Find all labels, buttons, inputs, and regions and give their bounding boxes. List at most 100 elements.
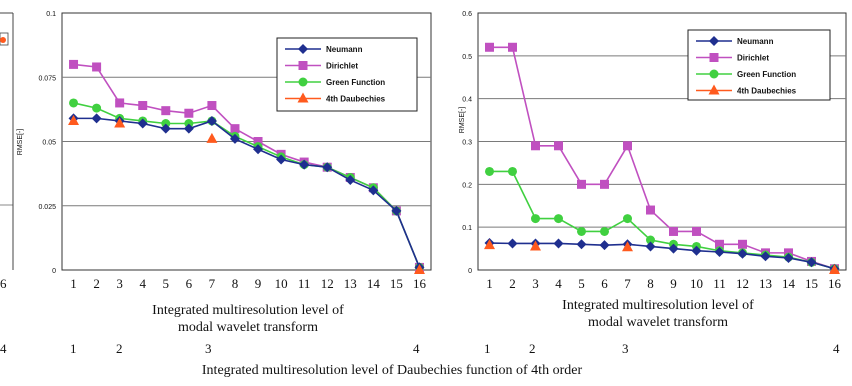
chart-rmse-right: 00.10.20.30.40.50.6 1 2 3 4 5 6 7 8 9 10 11 12 13 14 1…: [459, 11, 847, 330]
data-point-neumann: [714, 247, 725, 258]
data-point-neumann: [783, 253, 794, 264]
level-number: 3: [205, 341, 212, 356]
data-point-dirichlet: [577, 179, 586, 189]
data-point-dirichlet: [253, 137, 263, 146]
level-number: 2: [529, 341, 536, 356]
left-fragment-level: 4: [0, 341, 7, 356]
data-point-green-function: [69, 98, 79, 108]
y-tick-label: 0.1: [462, 225, 472, 232]
legend-swatch-dirichlet: [298, 61, 308, 70]
chart-left-y-axis-label: RMSE[-]: [17, 129, 24, 156]
data-point-dirichlet: [715, 239, 724, 249]
data-point-green-function: [646, 235, 655, 245]
data-point-dirichlet: [646, 205, 655, 215]
data-point-green-function: [600, 226, 609, 236]
data-point-dirichlet: [115, 98, 125, 108]
x-tick-label: 9: [670, 276, 677, 291]
x-tick-label: 9: [255, 276, 262, 291]
chart-left-y-ticks: 0 0.025 0.05 0.075 0.1: [38, 11, 56, 275]
data-point-4th-daubechies: [68, 114, 80, 125]
data-point-dirichlet: [554, 141, 563, 151]
legend-label-green-function: Green Function: [737, 70, 796, 79]
x-tick-label: 5: [578, 276, 585, 291]
series-line-green-function: [73, 102, 421, 268]
chart-left-series: [68, 59, 425, 274]
x-tick-label: 2: [93, 276, 100, 291]
x-tick-label: 3: [116, 276, 123, 291]
legend-swatch-4th-daubechies: [708, 84, 720, 95]
data-point-neumann: [668, 243, 679, 254]
y-tick-label: 0.6: [462, 11, 472, 18]
x-tick-label: 6: [186, 276, 193, 291]
data-point-neumann: [553, 238, 564, 249]
data-point-dirichlet: [600, 179, 609, 189]
data-point-dirichlet: [531, 141, 540, 151]
x-tick-label: 7: [624, 276, 631, 291]
bottom-caption: Integrated multiresolution level of Daub…: [202, 363, 583, 378]
x-tick-label: 11: [713, 276, 726, 291]
data-point-neumann: [206, 115, 217, 126]
data-point-dirichlet: [485, 42, 494, 52]
x-tick-label: 15: [805, 276, 818, 291]
data-point-neumann: [137, 118, 148, 129]
chart-right-y-axis-label: RMSE[-]: [459, 107, 466, 134]
series-line-green-function: [489, 170, 835, 270]
chart-left-x-axis-label-line1: Integrated multiresolution level of: [152, 303, 344, 318]
left-fragment-legend-marker: [0, 37, 6, 43]
x-tick-label: 10: [690, 276, 703, 291]
legend-swatch-green-function: [709, 69, 719, 79]
chart-left-x-axis-label-line2: modal wavelet transform: [178, 320, 318, 335]
data-point-neumann: [806, 257, 817, 268]
data-point-neumann: [645, 241, 656, 252]
chart-left-legend: Neumann Dirichlet Green Function 4th Daubec…: [276, 37, 418, 112]
x-tick-label: 5: [163, 276, 170, 291]
x-tick-label: 16: [413, 276, 427, 291]
x-tick-label: 12: [321, 276, 334, 291]
data-point-neumann: [160, 123, 171, 134]
legend-swatch-green-function: [298, 77, 308, 87]
data-point-green-function: [485, 166, 494, 176]
level-number: 3: [622, 341, 629, 356]
chart-left-x-ticks: 1 2 3 4 5 6 7 8 9 10 11 12 13 14 15 16: [70, 276, 426, 291]
data-point-dirichlet: [230, 124, 240, 134]
level-number: 2: [116, 341, 123, 356]
x-tick-label: 3: [532, 276, 539, 291]
y-tick-label: 0.025: [38, 204, 56, 211]
chart-right-x-axis-label-line1: Integrated multiresolution level of: [562, 298, 754, 313]
series-line-neumann: [489, 242, 835, 270]
data-point-neumann: [299, 159, 310, 170]
level-number: 1: [70, 341, 77, 356]
data-point-neumann: [345, 175, 356, 186]
data-point-neumann: [322, 162, 333, 173]
x-tick-label: 4: [139, 276, 146, 291]
data-point-dirichlet: [92, 62, 102, 72]
daubechies-level-numbers: 1 2 3 4 1 2 3 4: [70, 341, 840, 356]
data-point-neumann: [507, 238, 518, 249]
legend-label-dirichlet: Dirichlet: [737, 54, 769, 63]
data-point-dirichlet: [623, 141, 632, 151]
data-point-dirichlet: [184, 108, 194, 118]
data-point-4th-daubechies: [114, 117, 126, 128]
chart-right-x-ticks: 1 2 3 4 5 6 7 8 9 10 11 12 13 14 15 16: [486, 276, 841, 291]
data-point-4th-daubechies: [622, 241, 633, 252]
x-tick-label: 10: [275, 276, 288, 291]
level-number: 4: [833, 341, 840, 356]
data-point-green-function: [577, 226, 586, 236]
y-tick-label: 0.3: [462, 140, 472, 147]
chart-right-series: [484, 42, 840, 274]
y-tick-label: 0.5: [462, 54, 472, 61]
data-point-neumann: [229, 133, 240, 144]
x-tick-label: 14: [782, 276, 796, 291]
legend-swatch-dirichlet: [709, 53, 719, 62]
x-tick-label: 6: [601, 276, 608, 291]
data-point-neumann: [760, 251, 771, 262]
legend-label-4th-daubechies: 4th Daubechies: [326, 95, 386, 104]
left-fragment: 6 4: [0, 12, 14, 356]
x-tick-label: 8: [647, 276, 654, 291]
data-point-neumann: [691, 245, 702, 256]
data-point-green-function: [92, 103, 102, 113]
data-point-dirichlet: [508, 42, 517, 52]
data-point-4th-daubechies: [484, 239, 495, 250]
y-tick-label: 0.4: [462, 97, 472, 104]
